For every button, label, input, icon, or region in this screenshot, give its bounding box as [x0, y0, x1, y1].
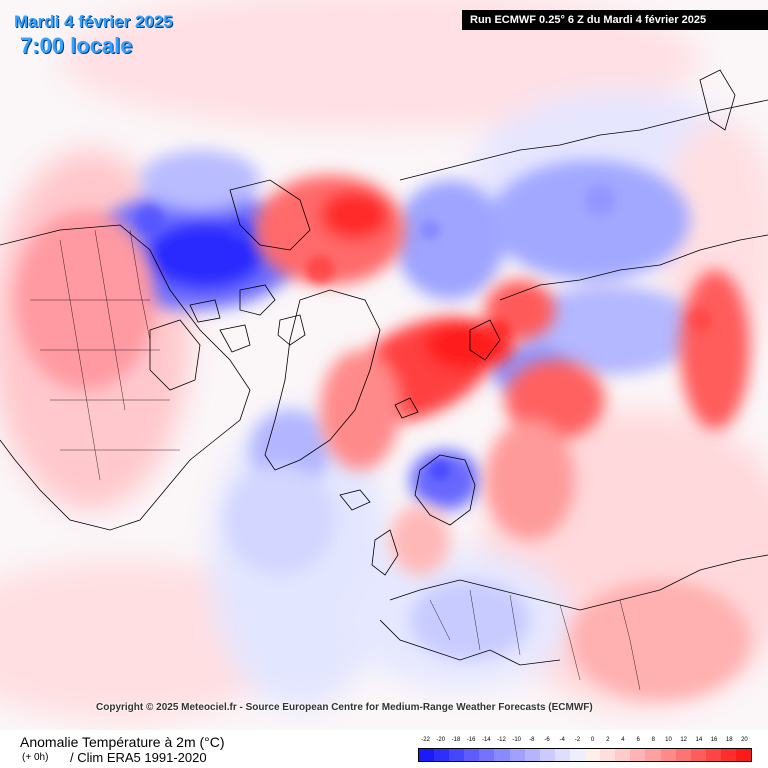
anomaly-texture: [136, 184, 712, 480]
forecast-date: Mardi 4 février 2025: [14, 12, 173, 31]
scale-swatch: [479, 749, 495, 761]
scale-label: 14: [695, 737, 703, 743]
scale-label: -20: [436, 737, 446, 743]
scale-label: 4: [621, 737, 625, 743]
scale-label: -18: [451, 737, 461, 743]
scale-label: -16: [466, 737, 476, 743]
scale-swatch: [615, 749, 631, 761]
lead-time: (+ 0h): [22, 752, 49, 763]
scale-swatch: [690, 749, 706, 761]
scale-label: 20: [741, 737, 748, 743]
scale-swatch: [464, 749, 480, 761]
coastlines: [0, 69, 768, 666]
scale-swatch: [675, 749, 691, 761]
scale-swatch: [434, 749, 450, 761]
scale-swatch: [630, 749, 646, 761]
scale-label: -22: [421, 737, 430, 743]
scale-label: 12: [680, 737, 688, 743]
forecast-time: 7:00 locale: [20, 33, 133, 58]
scale-swatch: [660, 749, 676, 761]
scale-swatch: [645, 749, 661, 761]
scale-swatch: [705, 749, 721, 761]
color-scale-labels: -22 -20 -18 -16 -14 -12 -10 -8 -6 -4 -2 0 2 4 6 8 10 12 14…: [418, 737, 752, 747]
scale-label: 0: [590, 737, 595, 743]
scale-label: -12: [497, 737, 506, 743]
scale-label: 2: [606, 737, 610, 743]
scale-swatch: [735, 749, 752, 761]
scale-swatch: [509, 749, 525, 761]
scale-label: 18: [725, 737, 733, 743]
scale-label: 6: [636, 737, 640, 743]
scale-label: -6: [544, 737, 550, 743]
scale-swatch: [524, 749, 540, 761]
scale-swatch: [600, 749, 616, 761]
scale-swatch: [539, 749, 555, 761]
scale-label: 8: [651, 737, 655, 743]
scale-swatch: [720, 749, 736, 761]
parameter-title: Anomalie Température à 2m (°C): [20, 734, 225, 750]
scale-label: -10: [512, 737, 522, 743]
copyright-notice: Copyright © 2025 Meteociel.fr - Source E…: [96, 702, 593, 713]
color-scale-bar: [418, 748, 752, 762]
scale-label: -2: [574, 737, 581, 743]
scale-swatch: [554, 749, 570, 761]
scale-label: 10: [665, 737, 672, 743]
scale-swatch: [569, 749, 586, 761]
model-run-label: Run ECMWF 0.25° 6 Z du Mardi 4 février 2…: [462, 10, 768, 30]
borders: [30, 229, 641, 691]
scale-swatch: [494, 749, 510, 761]
warm-anomaly-areas: [15, 175, 750, 700]
scale-label: -8: [529, 737, 535, 743]
scale-label: 16: [710, 737, 718, 743]
scale-label: -14: [481, 737, 491, 743]
climatology-label: / Clim ERA5 1991-2020: [70, 750, 207, 765]
scale-swatch: [585, 749, 601, 761]
scale-swatch: [449, 749, 465, 761]
scale-swatch: [419, 749, 435, 761]
scale-label: -4: [559, 737, 565, 743]
temperature-anomaly-map: [0, 0, 768, 720]
